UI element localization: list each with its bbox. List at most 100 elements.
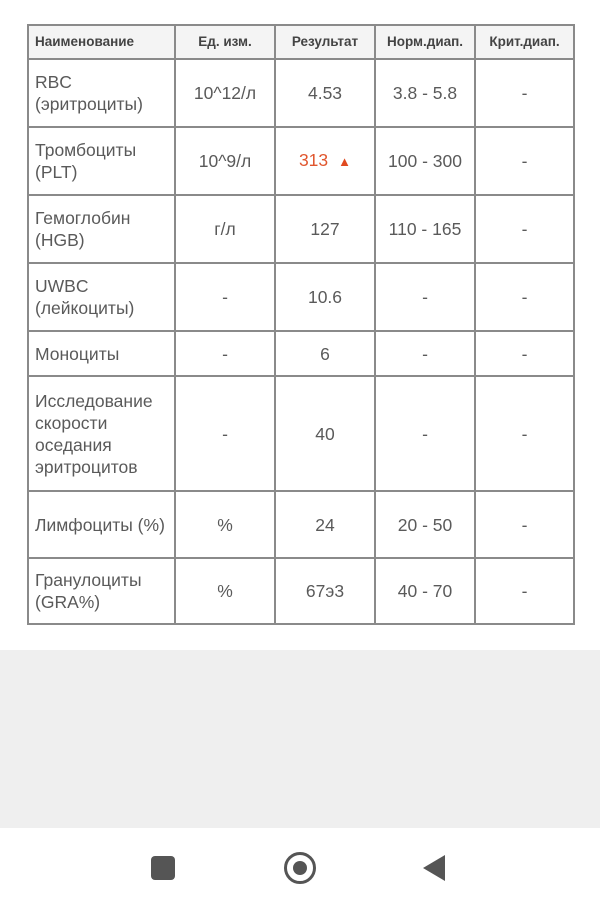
table-row: Моноциты - 6 - - xyxy=(27,330,575,377)
header-result: Результат xyxy=(274,24,376,60)
name-text: Гемоглобин (HGB) xyxy=(35,208,131,250)
recents-square-icon[interactable] xyxy=(151,856,175,880)
table-row: UWBC (лейкоциты) - 10.6 - - xyxy=(27,262,575,332)
cell-name: UWBC (лейкоциты) xyxy=(27,262,176,332)
high-flag-icon: ▲ xyxy=(338,154,352,169)
cell-name: Исследование скорости оседания эритроцит… xyxy=(27,375,176,492)
name-text: Лимфоциты (%) xyxy=(35,514,165,535)
cell-result: 127 xyxy=(274,194,376,264)
cell-crit: - xyxy=(474,126,575,196)
unit-text: - xyxy=(222,423,228,444)
crit-text: - xyxy=(521,514,528,535)
table-row: Исследование скорости оседания эритроцит… xyxy=(27,375,575,492)
header-norm: Норм.диап. xyxy=(374,24,476,60)
result-text: 4.53 xyxy=(307,83,343,103)
name-text: Исследование скорости оседания эритроцит… xyxy=(35,390,153,477)
result-text: 24 xyxy=(315,514,335,535)
cell-crit: - xyxy=(474,58,575,128)
cell-result: 6 xyxy=(274,330,376,377)
cell-norm: 20 - 50 xyxy=(374,490,476,559)
cell-norm: - xyxy=(374,375,476,492)
cell-result: 10.6 xyxy=(274,262,376,332)
result-text: 313 xyxy=(298,150,329,170)
name-text: Гранулоциты (GRA%) xyxy=(35,570,142,612)
cell-result: 67э3 xyxy=(274,557,376,625)
empty-area xyxy=(0,650,600,828)
cell-unit: 10^9/л xyxy=(174,126,276,196)
cell-name: RBC (эритроциты) xyxy=(27,58,176,128)
unit-text: % xyxy=(217,581,233,601)
cell-result: 40 xyxy=(274,375,376,492)
cell-norm: 40 - 70 xyxy=(374,557,476,625)
cell-unit: - xyxy=(174,330,276,377)
result-text: 10.6 xyxy=(307,287,343,307)
norm-text: - xyxy=(422,423,428,444)
unit-text: - xyxy=(222,343,228,364)
cell-result: 24 xyxy=(274,490,376,559)
unit-text: - xyxy=(222,287,228,307)
unit-text: 10^9/л xyxy=(198,151,252,171)
cell-crit: - xyxy=(474,557,575,625)
cell-norm: 3.8 - 5.8 xyxy=(374,58,476,128)
cell-unit: г/л xyxy=(174,194,276,264)
cell-name: Тромбоциты (PLT) xyxy=(27,126,176,196)
crit-text: - xyxy=(521,151,528,171)
cell-norm: 100 - 300 xyxy=(374,126,476,196)
cell-name: Гранулоциты (GRA%) xyxy=(27,557,176,625)
home-circle-icon[interactable] xyxy=(284,852,316,884)
cell-unit: 10^12/л xyxy=(174,58,276,128)
cell-unit: - xyxy=(174,262,276,332)
table-row: RBC (эритроциты) 10^12/л 4.53 3.8 - 5.8 - xyxy=(27,58,575,128)
header-crit: Крит.диап. xyxy=(474,24,575,60)
cell-crit: - xyxy=(474,490,575,559)
norm-text: 100 - 300 xyxy=(388,151,462,171)
crit-text: - xyxy=(521,423,528,444)
name-text: RBC (эритроциты) xyxy=(35,72,143,114)
norm-text: 3.8 - 5.8 xyxy=(392,83,458,103)
cell-crit: - xyxy=(474,375,575,492)
cell-name: Моноциты xyxy=(27,330,176,377)
table-row: Тромбоциты (PLT) 10^9/л 313 ▲ 100 - 300 - xyxy=(27,126,575,196)
cell-norm: - xyxy=(374,262,476,332)
cell-result: 313 ▲ xyxy=(274,126,376,196)
name-text: Тромбоциты (PLT) xyxy=(35,140,137,182)
table-row: Лимфоциты (%)% 24 20 - 50 - xyxy=(27,490,575,559)
back-triangle-icon[interactable] xyxy=(423,855,445,881)
cell-norm: - xyxy=(374,330,476,377)
crit-text: - xyxy=(521,343,528,364)
cell-norm: 110 - 165 xyxy=(374,194,476,264)
name-text: UWBC (лейкоциты) xyxy=(35,276,135,318)
cell-crit: - xyxy=(474,330,575,377)
norm-text: 40 - 70 xyxy=(397,581,453,601)
table-row: Гранулоциты (GRA%)% 67э3 40 - 70 - xyxy=(27,557,575,625)
unit-text: 10^12/л xyxy=(193,83,257,103)
norm-text: - xyxy=(422,343,428,364)
cell-name: Гемоглобин (HGB) xyxy=(27,194,176,264)
table-row: Гемоглобин (HGB) г/л 127 110 - 165 - xyxy=(27,194,575,264)
cell-result: 4.53 xyxy=(274,58,376,128)
norm-text: 20 - 50 xyxy=(397,514,453,535)
result-text: 67э3 xyxy=(305,581,345,601)
unit-text: % xyxy=(217,514,233,535)
table-header: Наименование Ед. изм. Результат Норм.диа… xyxy=(27,24,575,60)
result-text: 6 xyxy=(320,343,330,364)
cell-crit: - xyxy=(474,194,575,264)
cell-crit: - xyxy=(474,262,575,332)
norm-text: - xyxy=(422,287,428,307)
cell-unit: % xyxy=(174,490,276,559)
crit-text: - xyxy=(521,83,528,103)
result-text: 40 xyxy=(315,423,335,444)
crit-text: - xyxy=(521,581,528,601)
cell-name: Лимфоциты (%) xyxy=(27,490,176,559)
name-text: Моноциты xyxy=(35,343,120,364)
crit-text: - xyxy=(521,287,528,307)
results-table: Наименование Ед. изм. Результат Норм.диа… xyxy=(27,24,575,625)
result-text: 127 xyxy=(310,219,340,239)
cell-unit: - xyxy=(174,375,276,492)
header-unit: Ед. изм. xyxy=(174,24,276,60)
norm-text: 110 - 165 xyxy=(388,219,462,239)
crit-text: - xyxy=(521,219,528,239)
unit-text: г/л xyxy=(214,219,236,239)
cell-unit: % xyxy=(174,557,276,625)
header-name: Наименование xyxy=(27,24,176,60)
